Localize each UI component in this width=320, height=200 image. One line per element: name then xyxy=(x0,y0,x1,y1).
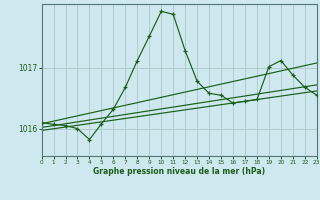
X-axis label: Graphe pression niveau de la mer (hPa): Graphe pression niveau de la mer (hPa) xyxy=(93,167,265,176)
